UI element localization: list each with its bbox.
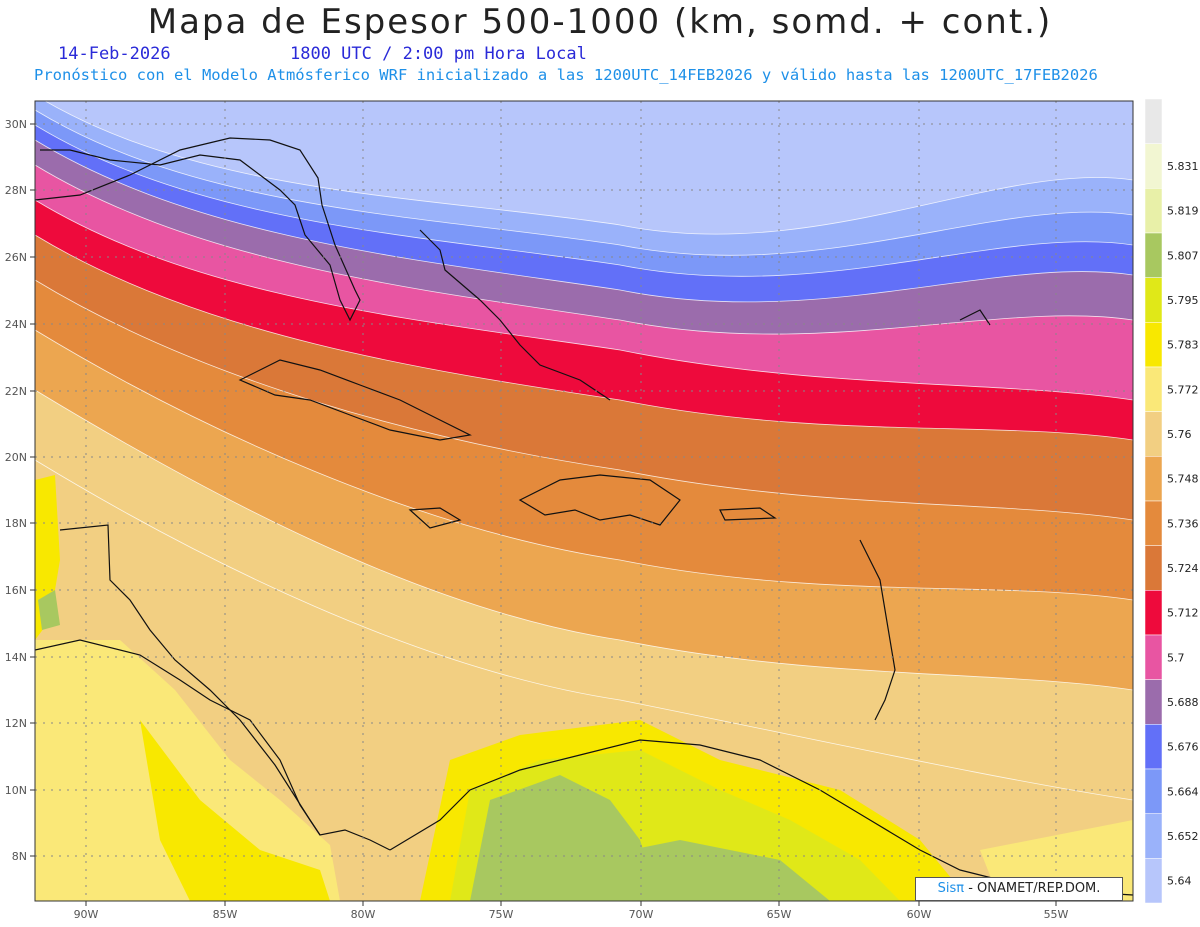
- latitude-label: 20N: [5, 451, 27, 464]
- longitude-label: 90W: [74, 908, 99, 921]
- sispi-logo: Sisπ: [937, 881, 965, 896]
- legend-label: 5.772: [1167, 383, 1199, 396]
- map-title: Mapa de Espesor 500-1000 (km, somd. + co…: [147, 2, 1053, 42]
- longitude-label: 65W: [767, 908, 792, 921]
- legend-swatch: [1144, 724, 1163, 770]
- legend-label: 5.831: [1167, 160, 1199, 173]
- legend-label: 5.748: [1167, 473, 1199, 486]
- legend-swatch: [1144, 768, 1163, 814]
- legend-swatch: [1144, 590, 1163, 636]
- forecast-description: Pronóstico con el Modelo Atmósferico WRF…: [34, 66, 1098, 84]
- legend-label: 5.676: [1167, 741, 1199, 754]
- legend-label: 5.652: [1167, 830, 1199, 843]
- map-area: [35, 101, 1133, 901]
- legend-label: 5.76: [1167, 428, 1192, 441]
- latitude-label: 24N: [5, 318, 27, 331]
- legend-label: 5.712: [1167, 607, 1199, 620]
- longitude-label: 75W: [489, 908, 514, 921]
- axes: 30N 28N 26N 24N 22N 20N 18N 16N 14N 12N 10N 8N 90W 85…: [5, 118, 1069, 921]
- longitude-label: 85W: [213, 908, 238, 921]
- legend-swatch: [1144, 232, 1163, 278]
- graticule: [35, 101, 1133, 901]
- latitude-label: 26N: [5, 251, 27, 264]
- forecast-time: 1800 UTC / 2:00 pm Hora Local: [290, 44, 587, 64]
- southern-high-thickness: [35, 475, 1133, 901]
- legend-swatch: [1144, 813, 1163, 859]
- color-legend: 5.831 5.819 5.807 5.795 5.783 5.772 5.76 5.748 5…: [1144, 98, 1199, 904]
- legend-swatch: [1144, 679, 1163, 725]
- longitude-label: 80W: [351, 908, 376, 921]
- legend-swatch: [1144, 188, 1163, 234]
- legend-label: 5.795: [1167, 294, 1199, 307]
- thickness-band: [35, 101, 1133, 235]
- longitude-label: 55W: [1044, 908, 1069, 921]
- latitude-label: 8N: [12, 850, 27, 863]
- latitude-label: 28N: [5, 184, 27, 197]
- legend-swatch: [1144, 545, 1163, 591]
- forecast-date: 14-Feb-2026: [58, 44, 171, 64]
- coastlines: [35, 137, 1133, 896]
- legend-swatch: [1144, 456, 1163, 502]
- latitude-label: 16N: [5, 584, 27, 597]
- legend-label: 5.64: [1167, 875, 1192, 888]
- legend-swatch: [1144, 366, 1163, 412]
- legend-swatch: [1144, 143, 1163, 189]
- legend-swatch: [1144, 858, 1163, 904]
- latitude-label: 10N: [5, 784, 27, 797]
- latitude-label: 22N: [5, 385, 27, 398]
- legend-label: 5.819: [1167, 205, 1199, 218]
- latitude-label: 30N: [5, 118, 27, 131]
- legend-label: 5.807: [1167, 249, 1199, 262]
- legend-label: 5.7: [1167, 651, 1185, 664]
- legend-label: 5.664: [1167, 785, 1199, 798]
- credit-box: Sisπ - ONAMET/REP.DOM.: [915, 877, 1123, 901]
- longitude-label: 70W: [629, 908, 654, 921]
- legend-swatch: [1144, 634, 1163, 680]
- latitude-label: 12N: [5, 717, 27, 730]
- legend-label: 5.688: [1167, 696, 1199, 709]
- latitude-label: 14N: [5, 651, 27, 664]
- legend-swatch: [1144, 322, 1163, 368]
- legend-swatch: [1144, 411, 1163, 457]
- longitude-label: 60W: [907, 908, 932, 921]
- legend-label: 5.783: [1167, 339, 1199, 352]
- thickness-bands: [35, 101, 1133, 801]
- legend-swatch: [1144, 98, 1163, 144]
- legend-label: 5.736: [1167, 517, 1199, 530]
- legend-swatch: [1144, 500, 1163, 546]
- legend-label: 5.724: [1167, 562, 1199, 575]
- credit-text: - ONAMET/REP.DOM.: [964, 881, 1101, 896]
- latitude-label: 18N: [5, 517, 27, 530]
- legend-swatch: [1144, 277, 1163, 323]
